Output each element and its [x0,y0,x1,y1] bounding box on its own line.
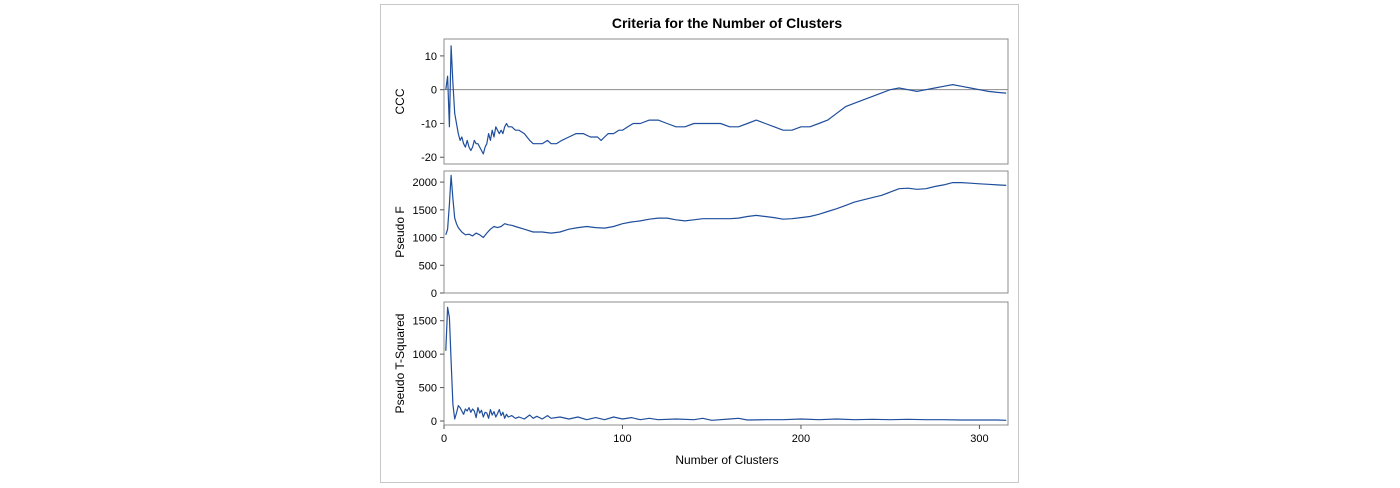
panels: 10 0 -10 -20 CCC 2000 1500 1000 500 0 Pseudo F 1500… [393,38,1009,428]
x-tick-label: 300 [970,433,988,445]
y-tick-label: -10 [421,118,437,130]
y-tick-label: -20 [421,152,437,164]
y-tick-label: 1500 [413,316,437,328]
y-tick-label: 500 [419,383,437,395]
series-line-ccc [445,45,1007,155]
panel-frame [443,301,1009,426]
chart-title: Criteria for the Number of Clusters [612,15,842,31]
panel-pseudo-t-squared: 1500 1000 500 0 Pseudo T-Squared [393,301,1009,428]
x-tick-label: 0 [441,433,447,445]
y-axis-label: Pseudo T-Squared [393,314,407,414]
series-line-pseudo-t-squared [445,306,1007,421]
panel-pseudo-f: 2000 1500 1000 500 0 Pseudo F [393,170,1009,300]
x-tick-label: 100 [613,433,631,445]
y-tick-label: 1500 [413,205,437,217]
y-tick-label: 1000 [413,233,437,245]
y-tick-label: 0 [431,288,437,300]
y-tick-label: 0 [431,85,437,97]
panel-frame [443,38,1009,165]
x-axis-label: Number of Clusters [675,453,778,467]
chart-frame [380,4,1019,483]
y-tick-label: 0 [431,416,437,428]
y-tick-label: 1000 [413,349,437,361]
y-axis-label: Pseudo F [393,206,407,257]
y-tick-label: 10 [425,51,437,63]
x-axis: 0 100 200 300 [441,425,989,445]
y-tick-label: 2000 [413,177,437,189]
y-axis-label: CCC [393,88,407,114]
y-tick-label: 500 [419,260,437,272]
panel-frame [443,170,1009,294]
panel-ccc: 10 0 -10 -20 CCC [393,38,1009,165]
series-line-pseudo-f [445,174,1007,239]
x-tick-label: 200 [792,433,810,445]
